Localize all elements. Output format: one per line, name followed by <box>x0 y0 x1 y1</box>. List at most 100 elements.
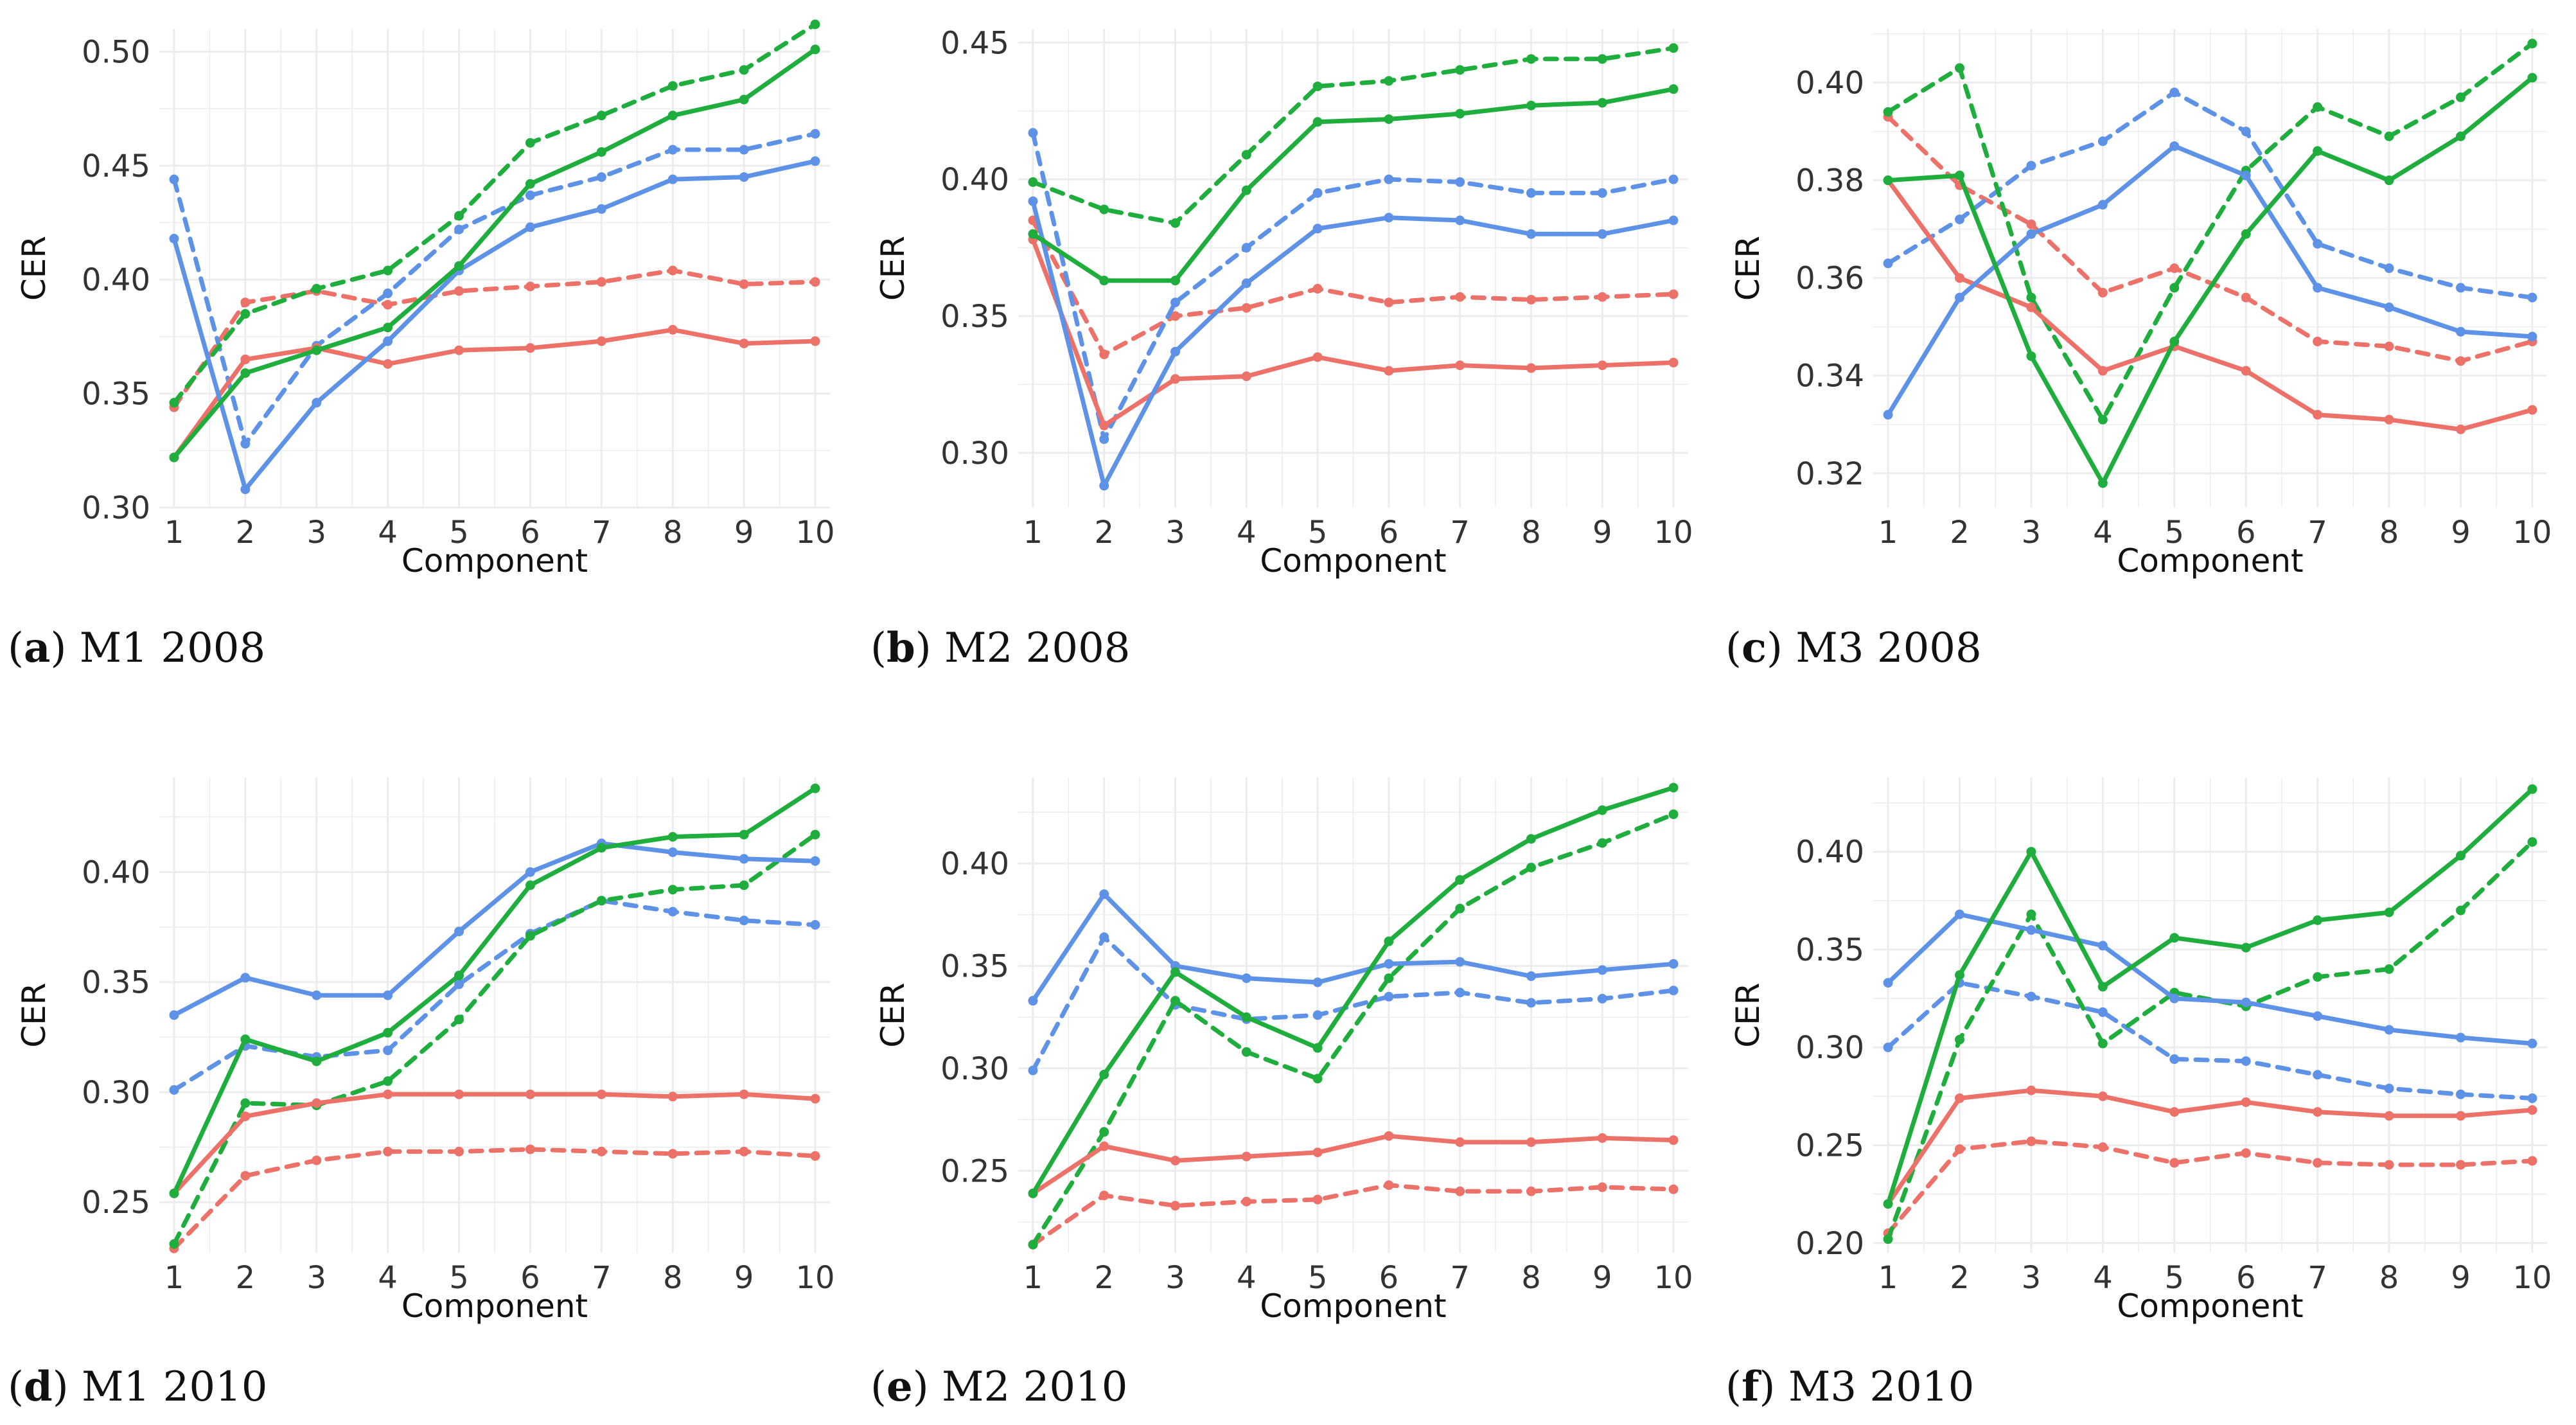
data-point <box>1597 54 1607 64</box>
data-point <box>2241 127 2251 137</box>
data-point <box>2313 972 2323 982</box>
data-point <box>667 907 678 917</box>
data-point <box>2241 943 2251 953</box>
data-point <box>739 854 749 864</box>
data-point <box>2313 410 2323 420</box>
data-point <box>810 783 820 793</box>
series-line-green-dashed <box>1030 46 1676 226</box>
x-axis-title: Component <box>401 542 588 580</box>
data-point <box>2169 283 2180 293</box>
series-line-green-dashed <box>1885 41 2535 422</box>
panel-caption: (f) M3 2010 <box>1725 1363 1974 1411</box>
series-line-green-dashed <box>172 832 818 1246</box>
data-point <box>810 44 820 55</box>
data-point <box>1170 297 1181 308</box>
data-point <box>2097 1091 2108 1101</box>
data-point <box>240 1111 251 1122</box>
x-tick-label: 1 <box>1878 1260 1898 1296</box>
x-tick-label: 4 <box>378 1260 398 1296</box>
data-point <box>596 1146 606 1156</box>
series-green-dashed <box>1028 43 1679 228</box>
data-point <box>454 1146 464 1156</box>
data-point <box>1883 1234 1893 1244</box>
data-point <box>2241 170 2251 181</box>
data-point <box>810 856 820 866</box>
data-point <box>2455 905 2466 916</box>
data-point <box>1170 311 1181 321</box>
x-tick-label: 1 <box>164 515 184 551</box>
data-point <box>1955 1034 1965 1045</box>
data-point <box>2313 1011 2323 1022</box>
data-point <box>667 1149 678 1159</box>
data-point <box>1241 303 1251 313</box>
x-tick-label: 3 <box>2022 1260 2042 1296</box>
data-point <box>1955 970 1965 980</box>
data-point <box>312 1056 322 1067</box>
data-point <box>2384 341 2394 351</box>
data-point <box>2313 915 2323 925</box>
data-point <box>2384 263 2394 273</box>
data-point <box>1597 993 1607 1004</box>
x-tick-label: 9 <box>1592 515 1612 551</box>
data-point <box>454 926 464 937</box>
data-point <box>1241 243 1251 253</box>
x-tick-label: 4 <box>2093 515 2113 551</box>
data-point <box>2384 175 2394 186</box>
series-line-red-dashed <box>1030 1183 1676 1247</box>
x-tick-label: 1 <box>1023 515 1043 551</box>
x-tick-label: 7 <box>592 1260 612 1296</box>
data-point <box>1099 1070 1109 1079</box>
data-point <box>1597 98 1607 108</box>
data-point <box>1455 1186 1465 1196</box>
data-point <box>2097 136 2108 146</box>
series-red-dashed <box>1028 215 1679 360</box>
data-point <box>1955 214 1965 224</box>
series-line-green-solid <box>1885 786 2535 1207</box>
data-point <box>2527 1093 2537 1103</box>
panel-m2-2010: 1 2 3 4 5 6 7 8 9 10 0.25 0.30 0.35 0.40 Component CER (… <box>870 777 1693 1411</box>
y-tick-label: 0.30 <box>1795 1030 1864 1066</box>
data-point <box>2169 1054 2180 1065</box>
x-tick-label: 2 <box>1950 515 1970 551</box>
y-tick-label: 0.20 <box>1795 1226 1864 1262</box>
data-point <box>2455 356 2466 366</box>
data-point <box>667 265 678 276</box>
data-point <box>2097 941 2108 951</box>
data-point <box>2241 229 2251 239</box>
data-point <box>1955 1144 1965 1155</box>
series-green-solid <box>1883 784 2537 1209</box>
data-point <box>383 1076 393 1086</box>
data-point <box>1099 204 1109 215</box>
series-blue-solid <box>1883 909 2537 1049</box>
data-point <box>739 172 749 182</box>
x-tick-label: 7 <box>592 515 612 551</box>
y-tick-label: 0.40 <box>1795 835 1864 871</box>
data-point <box>1883 258 1893 269</box>
series-line-blue-dashed <box>1030 130 1676 442</box>
data-point <box>2097 366 2108 376</box>
series-line-green-solid <box>1030 87 1676 283</box>
data-point <box>1455 987 1465 998</box>
data-point <box>2026 302 2036 312</box>
series-green-solid <box>1028 84 1679 286</box>
y-axis-title: CER <box>15 236 53 301</box>
series-line-green-solid <box>1885 75 2535 486</box>
data-point <box>1668 986 1679 996</box>
data-point <box>2026 991 2036 1002</box>
data-point <box>2455 1089 2466 1099</box>
data-point <box>1668 357 1679 367</box>
data-point <box>1526 1186 1536 1196</box>
data-point <box>1099 932 1109 943</box>
data-point <box>1241 1047 1251 1057</box>
data-point <box>240 484 251 495</box>
x-tick-label: 8 <box>663 515 683 551</box>
data-point <box>667 81 678 91</box>
x-tick-label: 9 <box>2451 515 2471 551</box>
x-tick-label: 5 <box>2165 1260 2185 1296</box>
y-axis-title: CER <box>15 982 53 1047</box>
data-point <box>2097 1038 2108 1049</box>
data-point <box>1955 170 1965 181</box>
data-point <box>2384 1025 2394 1035</box>
x-axis-title: Component <box>401 1288 588 1325</box>
series-line-blue-solid <box>1885 912 2535 1046</box>
